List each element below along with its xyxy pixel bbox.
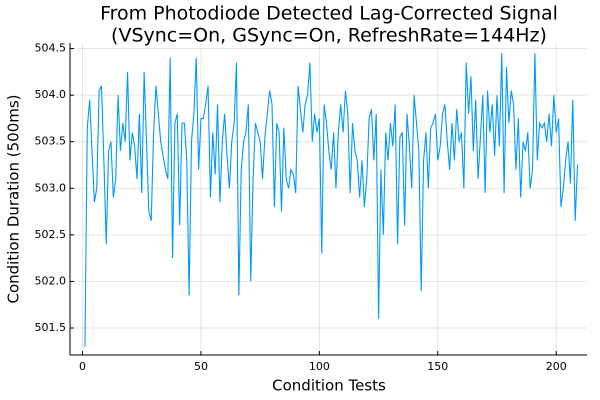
chart-title: From Photodiode Detected Lag-Corrected S… — [100, 3, 558, 25]
x-tick-label: 150 — [427, 360, 448, 373]
x-tick-label: 0 — [79, 360, 86, 373]
chart-title: (VSync=On, GSync=On, RefreshRate=144Hz) — [111, 25, 547, 47]
y-tick-label: 502.5 — [35, 228, 67, 241]
y-tick-label: 504.0 — [35, 88, 67, 101]
x-tick-label: 200 — [546, 360, 567, 373]
y-axis-label: Condition Duration (500ms) — [5, 94, 23, 303]
y-tick-label: 502.0 — [35, 274, 67, 287]
x-axis-label: Condition Tests — [272, 377, 386, 395]
y-tick-label: 503.0 — [35, 181, 67, 194]
x-tick-label: 50 — [194, 360, 208, 373]
x-tick-label: 100 — [309, 360, 330, 373]
y-tick-label: 501.5 — [35, 321, 67, 334]
y-tick-label: 503.5 — [35, 135, 67, 148]
data-line — [84, 53, 579, 347]
y-tick-label: 504.5 — [35, 42, 67, 55]
